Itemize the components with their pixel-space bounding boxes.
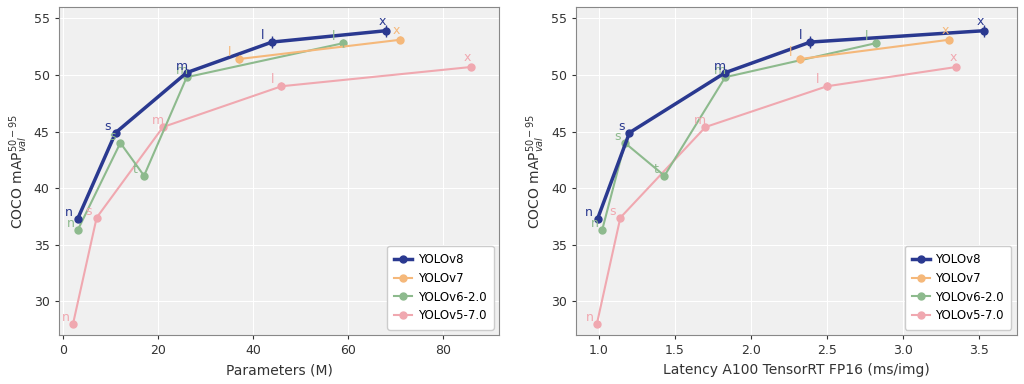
- Text: n: n: [585, 206, 593, 219]
- Text: l: l: [270, 73, 273, 86]
- Text: x: x: [977, 15, 984, 28]
- Text: l: l: [332, 30, 336, 43]
- Text: s: s: [110, 130, 116, 143]
- Text: n: n: [66, 206, 73, 219]
- Text: n: n: [586, 311, 594, 324]
- Text: l: l: [816, 73, 819, 86]
- Text: l: l: [788, 46, 793, 59]
- Text: t: t: [133, 163, 138, 176]
- X-axis label: Latency A100 TensorRT FP16 (ms/img): Latency A100 TensorRT FP16 (ms/img): [664, 363, 930, 377]
- Text: l: l: [261, 29, 264, 42]
- Text: m: m: [714, 60, 726, 73]
- Text: n: n: [591, 217, 599, 230]
- Text: n: n: [61, 311, 70, 324]
- Text: m: m: [694, 114, 707, 127]
- Text: m: m: [175, 60, 187, 73]
- Text: l: l: [800, 29, 803, 42]
- Text: x: x: [942, 24, 949, 37]
- Text: x: x: [464, 51, 471, 65]
- Text: x: x: [393, 24, 400, 37]
- Text: l: l: [864, 30, 868, 43]
- Text: m: m: [152, 114, 164, 127]
- Text: s: s: [609, 205, 615, 218]
- X-axis label: Parameters (M): Parameters (M): [225, 363, 333, 377]
- Text: t: t: [653, 163, 658, 176]
- Legend: YOLOv8, YOLOv7, YOLOv6-2.0, YOLOv5-7.0: YOLOv8, YOLOv7, YOLOv6-2.0, YOLOv5-7.0: [387, 246, 494, 329]
- Text: x: x: [949, 51, 956, 65]
- Text: x: x: [379, 15, 386, 28]
- Text: m: m: [714, 65, 726, 78]
- Y-axis label: COCO mAP$^{50-95}_{val}$: COCO mAP$^{50-95}_{val}$: [7, 114, 30, 229]
- Text: m: m: [175, 65, 187, 78]
- Text: n: n: [67, 217, 75, 230]
- Text: l: l: [227, 46, 231, 59]
- Y-axis label: COCO mAP$^{50-95}_{val}$: COCO mAP$^{50-95}_{val}$: [524, 114, 547, 229]
- Text: s: s: [104, 120, 111, 133]
- Text: s: s: [86, 205, 92, 218]
- Text: s: s: [613, 130, 621, 143]
- Legend: YOLOv8, YOLOv7, YOLOv6-2.0, YOLOv5-7.0: YOLOv8, YOLOv7, YOLOv6-2.0, YOLOv5-7.0: [905, 246, 1011, 329]
- Text: s: s: [618, 120, 625, 133]
